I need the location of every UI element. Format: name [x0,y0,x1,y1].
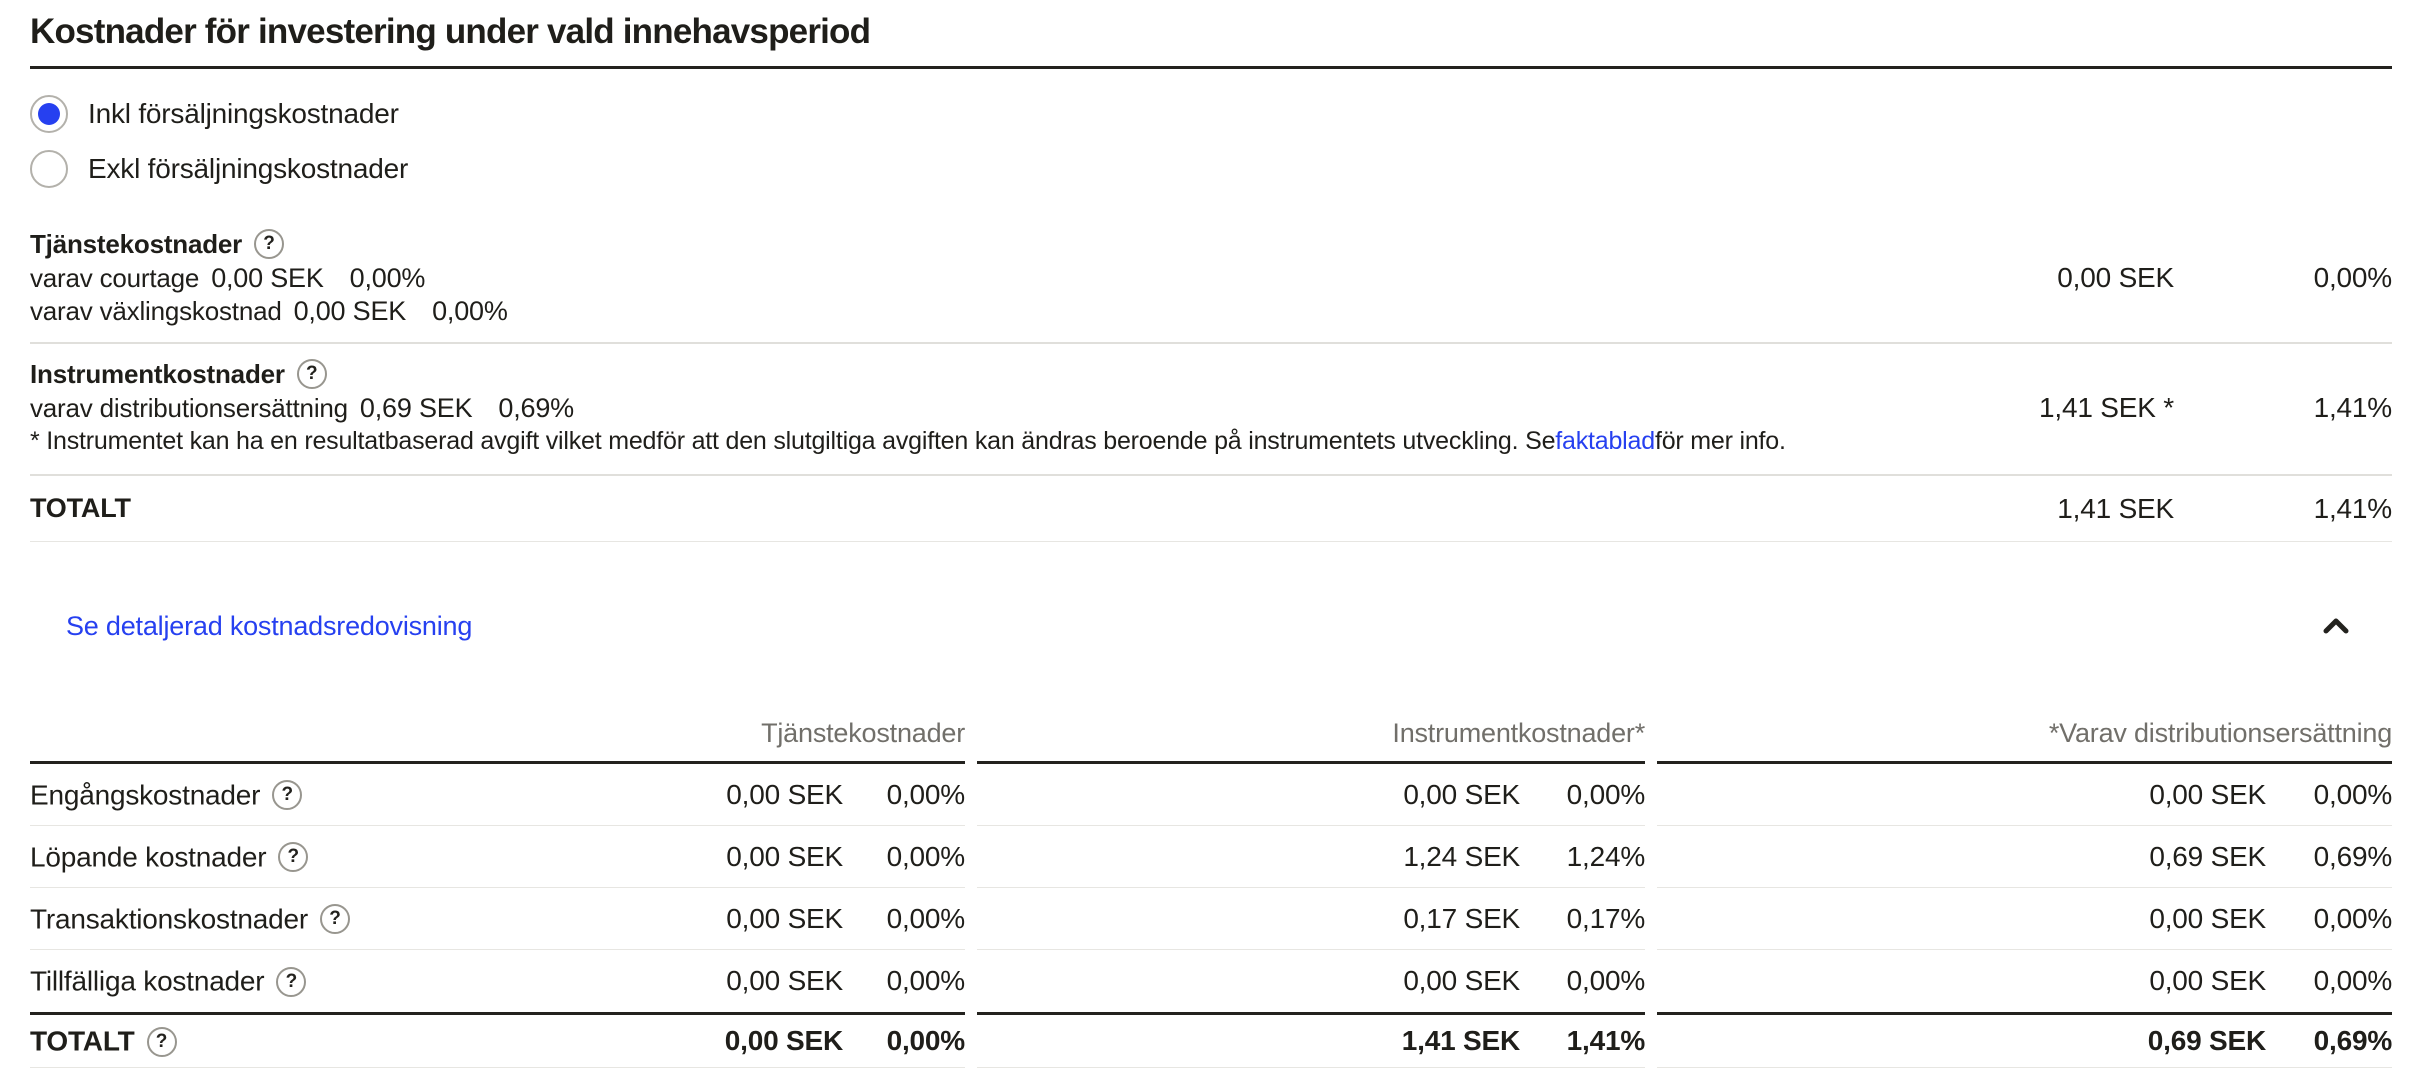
cell-sek: 0,17 SEK [977,888,1520,950]
help-icon[interactable]: ? [254,229,285,259]
cell-pct: 0,00% [2313,965,2393,996]
line-label: varav courtage [30,263,200,293]
cell-sek: 0,00 SEK [726,965,843,996]
cell-pct: 0,00% [2266,888,2392,950]
table-row-tillfalliga-kostnader: Tillfälliga kostnader? 0,00 SEK 0,00% 0,… [30,950,2392,1012]
table-row-transaktionskostnader: Transaktionskostnader? 0,00 SEK 0,00% 0,… [30,888,2392,950]
radio-label: Inkl försäljningskostnader [88,98,399,129]
cell-sek: 1,24 SEK [977,826,1520,888]
total-pct: 1,41% [2313,492,2393,524]
performance-fee-note: * Instrumentet kan ha en resultatbaserad… [30,427,1786,455]
row-label: Löpande kostnader [30,841,267,873]
cell-pct: 0,00% [843,826,965,888]
cell-sek: 0,00 SEK [510,764,843,826]
summary-line: varav distributionsersättning 0,69 SEK 0… [30,392,1972,425]
section-total-sek: 1,41 SEK * [2039,392,2174,423]
row-label: Transaktionskostnader [30,903,309,935]
section-tjanstekostnader: Tjänstekostnader ? varav courtage 0,00 S… [30,226,2392,344]
cell-pct: 0,69% [2266,826,2392,888]
cell-pct: 0,00% [886,965,966,996]
chevron-up-icon[interactable] [2322,617,2350,635]
summary-line: varav courtage 0,00 SEK 0,00% [30,262,1972,295]
table-row-engangskostnader: Engångskostnader? 0,00 SEK 0,00% 0,00 SE… [30,764,2392,826]
details-toggle-row: Se detaljerad kostnadsredovisning [30,600,2392,652]
column-group-tjanstekostnader: Tjänstekostnader [510,700,965,764]
row-label: Tillfälliga kostnader [30,965,265,997]
table-header-row: Tjänstekostnader Instrumentkostnader* *V… [30,700,2392,764]
section-title: Tjänstekostnader [30,228,243,259]
line-sek: 0,69 SEK [359,393,473,423]
column-group-varav-distributionsersattning: *Varav distributionsersättning [1657,700,2392,764]
cell-sek: 0,00 SEK [1403,965,1521,996]
radio-inkl-forsaljningskostnader[interactable]: Inkl försäljningskostnader [30,89,399,139]
section-total-sek: 0,00 SEK [2057,262,2174,293]
table-row-lopande-kostnader: Löpande kostnader? 0,00 SEK 0,00% 1,24 S… [30,826,2392,888]
column-group-instrumentkostnader: Instrumentkostnader* [977,700,1645,764]
section-totals: 0,00 SEK 0,00% [1972,262,2392,294]
cell-pct: 0,69% [2266,1012,2392,1068]
cell-pct: 0,00% [843,1012,965,1068]
cell-sek: 0,69 SEK [1657,1012,2266,1068]
details-toggle-link[interactable]: Se detaljerad kostnadsredovisning [66,610,473,641]
sales-cost-radio-group: Inkl försäljningskostnader Exkl försäljn… [30,69,2392,194]
line-sek: 0,00 SEK [211,263,324,293]
cell-pct: 0,00% [843,764,965,826]
section-title: Instrumentkostnader [30,358,285,389]
cell-pct: 1,24% [1520,826,1645,888]
table-total-row: TOTALT? 0,00 SEK 0,00% 1,41 SEK 1,41% 0,… [30,1012,2392,1068]
cell-pct: 0,00% [843,888,965,950]
cell-sek: 1,41 SEK [977,1012,1520,1068]
page-title: Kostnader för investering under vald inn… [30,0,2392,69]
help-icon[interactable]: ? [146,1026,177,1057]
line-pct: 0,00% [349,263,426,293]
line-label: varav distributionsersättning [30,393,348,423]
cell-sek: 0,00 SEK [2149,965,2267,996]
help-icon[interactable]: ? [278,842,309,873]
line-pct: 0,00% [432,296,508,326]
summary-total-row: TOTALT 1,41 SEK 1,41% [30,476,2392,542]
total-sek: 1,41 SEK [2057,492,2174,524]
cell-sek: 0,00 SEK [510,826,843,888]
radio-unselected-icon [30,150,68,188]
cell-sek: 0,00 SEK [510,1012,843,1068]
total-label: TOTALT [30,493,131,523]
help-icon[interactable]: ? [296,359,327,389]
row-label: TOTALT [30,1025,135,1057]
header-spacer [30,700,510,764]
cell-sek: 0,00 SEK [1657,888,2266,950]
cell-sek: 0,00 SEK [977,764,1520,826]
help-icon[interactable]: ? [276,966,307,997]
cell-pct: 0,00% [1520,764,1645,826]
help-icon[interactable]: ? [320,904,351,935]
cell-pct: 1,41% [1520,1012,1645,1068]
cell-pct: 0,00% [2266,764,2392,826]
cell-pct: 0,00% [1566,965,1646,996]
section-instrumentkostnader: Instrumentkostnader ? varav distribution… [30,344,2392,476]
help-icon[interactable]: ? [272,780,303,811]
section-totals: 1,41 SEK * 1,41% [1972,392,2392,424]
radio-label: Exkl försäljningskostnader [88,153,409,184]
radio-selected-icon [30,95,68,133]
cell-sek: 0,00 SEK [1657,764,2266,826]
section-total-pct: 1,41% [2313,392,2393,423]
line-pct: 0,69% [498,393,574,423]
summary-line: varav växlingskostnad 0,00 SEK 0,00% [30,295,1972,328]
cell-pct: 0,17% [1520,888,1645,950]
faktablad-link[interactable]: faktablad [1555,427,1655,455]
line-label: varav växlingskostnad [30,296,282,326]
row-label: Engångskostnader [30,779,261,811]
cell-sek: 0,69 SEK [1657,826,2266,888]
section-total-pct: 0,00% [2313,262,2393,293]
radio-exkl-forsaljningskostnader[interactable]: Exkl försäljningskostnader [30,144,408,194]
line-sek: 0,00 SEK [293,296,407,326]
detailed-costs-table: Tjänstekostnader Instrumentkostnader* *V… [30,700,2392,1068]
cell-sek: 0,00 SEK [510,888,843,950]
